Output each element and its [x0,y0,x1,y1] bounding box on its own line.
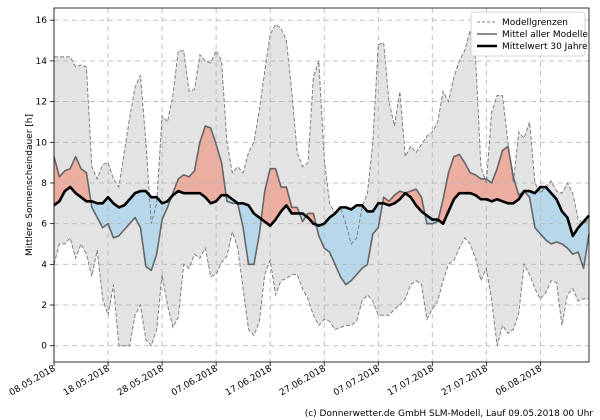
model-mean-line [53,125,590,286]
x-axis: 08.05.2018 18.05.2018 28.05.2018 07.06.2018… [8,362,544,398]
x-tick-label-80: 27.07.2018 [440,364,490,399]
y-tick-label-14: 14 [36,57,48,67]
footer-credit: (c) Donnerwetter.de GmbH SLM-Modell, Lau… [305,409,594,419]
y-tick-label-10: 10 [36,138,48,148]
x-tick-label-50: 27.06.2018 [278,364,328,399]
anomaly-fill-below-5 [237,203,262,265]
climatology-line [53,185,590,238]
anomaly-fill-above-10 [382,189,425,215]
y-tick-label-16: 16 [36,16,48,26]
x-tick-label-40: 17.06.2018 [224,364,274,399]
x-tick-label-30: 07.06.2018 [170,364,220,399]
anomaly-fill-below-9 [316,203,383,285]
x-tick-label-10: 18.05.2018 [62,364,112,399]
y-axis-title: Mittlere Sonnenscheindauer [h] [25,114,35,256]
legend-label-climatology: Mittelwert 30 Jahre [502,42,588,52]
x-tick-label-20: 28.05.2018 [116,364,166,399]
x-tick-label-90: 06.08.2018 [494,364,544,399]
envelope-upper-line [54,23,590,246]
chart-lines-layer [53,23,590,347]
y-tick-label-6: 6 [41,220,47,230]
legend-label-model-mean: Mittel aller Modelle [502,30,588,40]
envelope-fill [54,24,589,346]
y-tick-label-2: 2 [41,301,47,311]
legend: Modellgrenzen Mittel aller Modelle Mitte… [470,11,588,57]
y-tick-label-4: 4 [41,260,47,270]
plot-frame [53,7,590,363]
anomaly-fill-above-2 [171,126,227,204]
anomaly-fill-below-11 [424,214,439,224]
y-tick-label-8: 8 [41,179,47,189]
x-tick-label-0: 08.05.2018 [8,364,58,399]
chart-fill-layer [54,24,589,346]
y-tick-label-0: 0 [41,342,47,352]
anomaly-fill-above-12 [438,146,525,224]
legend-label-envelope: Modellgrenzen [502,18,568,28]
y-tick-label-12: 12 [36,98,47,108]
envelope-lower-line [53,229,589,347]
legend-box [470,11,586,57]
x-tick-label-60: 07.07.2018 [332,364,382,399]
x-tick-label-70: 17.07.2018 [386,364,436,399]
y-axis: 0 2 4 6 8 10 12 14 16 [36,16,54,352]
anomaly-fill-below-1 [90,191,172,271]
